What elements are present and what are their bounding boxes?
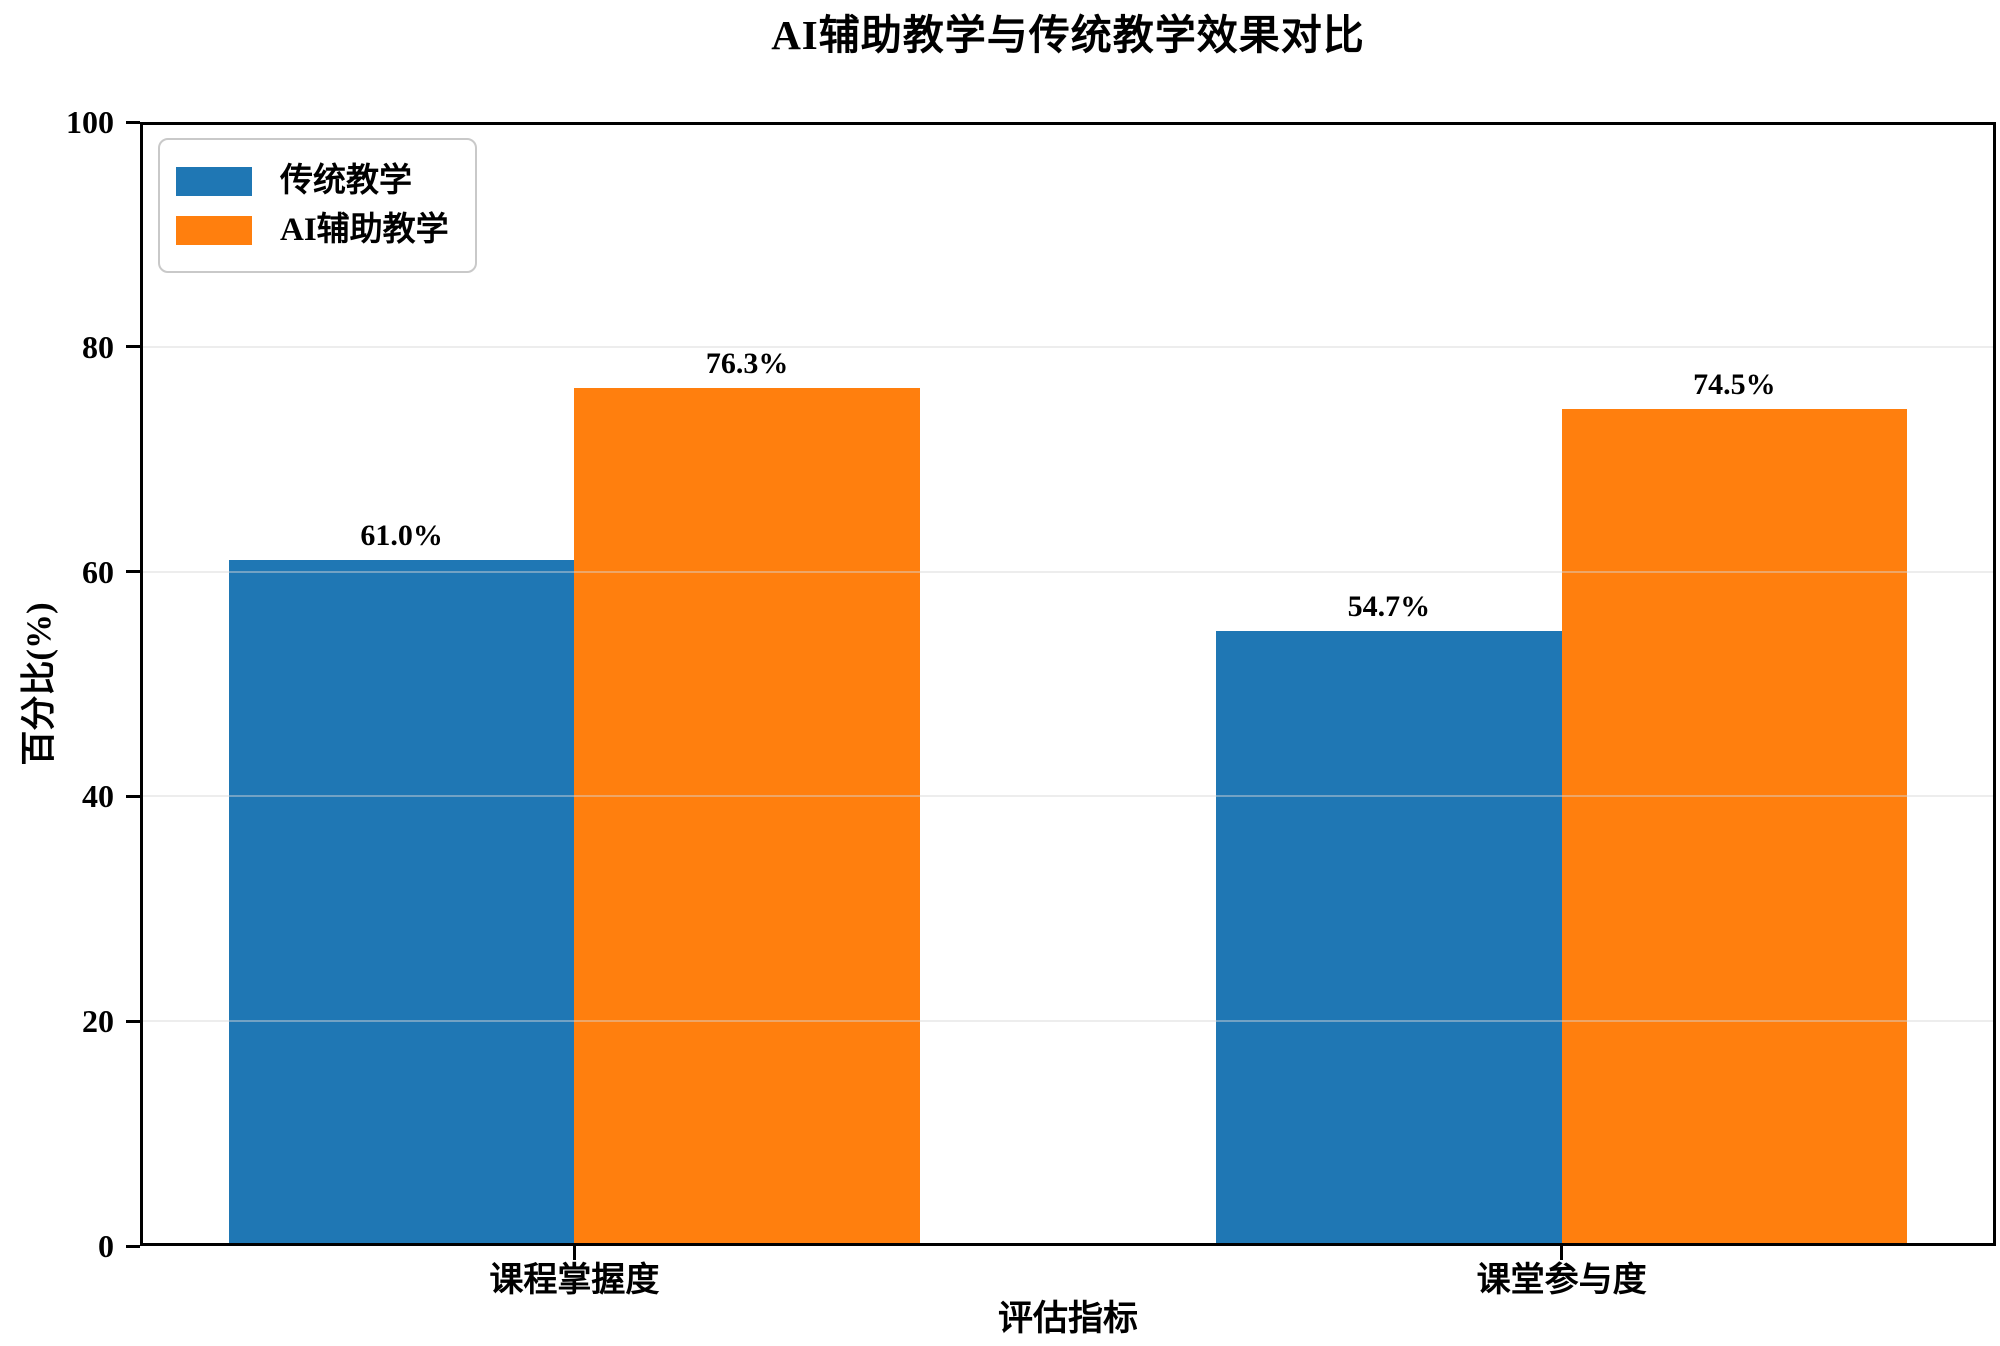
gridline-60 xyxy=(140,570,1996,573)
gridline-40 xyxy=(140,795,1996,798)
bar-1-1 xyxy=(1561,408,1908,1246)
legend-item-ai: AI辅助教学 xyxy=(176,210,449,250)
bar-0-1 xyxy=(1216,631,1562,1246)
chart-title: AI辅助教学与传统教学效果对比 xyxy=(771,12,1365,58)
plot-area: 61.0% 54.7% 76.3% 74.5% 传统教学 AI辅助教学 xyxy=(140,122,1996,1246)
x-axis-label: 评估指标 xyxy=(997,1299,1138,1338)
bar-0-0 xyxy=(228,560,575,1246)
ytick-label-40: 40 xyxy=(82,778,114,815)
ytick-label-0: 0 xyxy=(98,1228,114,1264)
y-axis-label: 百分比(%) xyxy=(19,602,59,766)
xtick-label-1: 课堂参与度 xyxy=(1476,1262,1647,1299)
ytick-mark xyxy=(126,345,140,349)
bar-value-label: 74.5% xyxy=(1693,367,1776,401)
ytick-mark xyxy=(126,570,140,574)
ytick-label-20: 20 xyxy=(82,1003,114,1040)
legend-label: 传统教学 xyxy=(280,163,412,199)
xtick-mark xyxy=(1560,1246,1564,1260)
legend-label: AI辅助教学 xyxy=(280,212,449,248)
ytick-mark xyxy=(126,1244,140,1248)
bar-value-label: 54.7% xyxy=(1347,590,1431,624)
ytick-label-60: 60 xyxy=(82,553,114,590)
xtick-mark xyxy=(572,1246,576,1260)
gridline-80 xyxy=(140,345,1996,348)
ytick-mark xyxy=(126,120,140,124)
legend: 传统教学 AI辅助教学 xyxy=(158,138,477,273)
bar-1-0 xyxy=(574,388,920,1246)
xtick-label-0: 课程掌握度 xyxy=(489,1262,660,1299)
bar-value-label: 76.3% xyxy=(705,347,789,381)
legend-swatch-orange xyxy=(176,215,252,245)
ytick-label-100: 100 xyxy=(66,104,114,140)
gridline-20 xyxy=(140,1020,1996,1023)
ytick-label-80: 80 xyxy=(82,328,114,365)
ytick-mark xyxy=(126,1019,140,1023)
ytick-mark xyxy=(126,794,140,798)
bar-value-label: 61.0% xyxy=(360,519,443,553)
legend-swatch-blue xyxy=(176,166,252,196)
legend-item-traditional: 传统教学 xyxy=(176,161,449,201)
